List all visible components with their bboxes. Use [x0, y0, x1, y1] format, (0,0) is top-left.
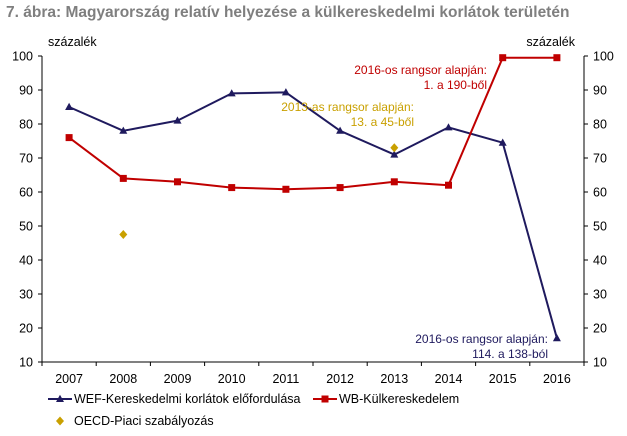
- annotation-text: 2013-as rangsor alapján:: [281, 100, 414, 114]
- y-axis-label-left: százalék: [48, 35, 97, 49]
- x-tick-label: 2010: [218, 372, 246, 386]
- y-tick-label-left: 90: [19, 84, 33, 98]
- legend-label: OECD-Piaci szabályozás: [74, 414, 214, 428]
- data-point-square: [553, 54, 561, 62]
- data-point-triangle: [281, 88, 290, 96]
- chart-title: 7. ábra: Magyarország relatív helyezése …: [6, 4, 570, 21]
- y-tick-label-right: 70: [593, 152, 607, 166]
- data-point-triangle: [119, 126, 128, 134]
- x-tick-label: 2013: [380, 372, 408, 386]
- y-tick-label-right: 50: [593, 220, 607, 234]
- y-tick-label-left: 40: [19, 254, 33, 268]
- y-tick-label-right: 80: [593, 118, 607, 132]
- y-tick-label-right: 10: [593, 356, 607, 370]
- x-tick-label: 2011: [272, 372, 299, 386]
- data-point-square: [119, 174, 127, 182]
- data-point-square: [499, 54, 507, 62]
- legend-label: WB-Külkereskedelem: [339, 392, 459, 406]
- y-tick-label-right: 40: [593, 254, 607, 268]
- data-point-square: [390, 178, 398, 186]
- x-tick-label: 2008: [109, 372, 137, 386]
- series-line-1: [68, 91, 558, 339]
- data-point-diamond: [390, 143, 399, 153]
- y-tick-label-left: 80: [19, 118, 33, 132]
- data-point-triangle: [336, 126, 345, 134]
- y-tick-label-left: 100: [12, 50, 33, 64]
- y-tick-label-left: 50: [19, 220, 33, 234]
- legend-marker-triangle: [56, 394, 64, 402]
- annotation-text: 1. a 190-ből: [424, 78, 487, 92]
- y-tick-label-right: 60: [593, 186, 607, 200]
- x-tick-label: 2014: [435, 372, 463, 386]
- data-point-square: [174, 178, 181, 186]
- legend-marker-square: [321, 395, 329, 403]
- x-tick-label: 2007: [55, 372, 83, 386]
- axes: 10 10 20 20 30 30 40 40 50 50 60 60 70 70 80 80 90 90 100 1…: [12, 35, 614, 386]
- data-point-square: [445, 181, 452, 189]
- annotation-text: 13. a 45-ből: [351, 115, 414, 129]
- legend: WEF-Kereskedelmi korlátok előfordulása WB…: [48, 392, 459, 428]
- y-tick-label-left: 10: [19, 356, 33, 370]
- y-tick-label-left: 30: [19, 288, 33, 302]
- data-point-square: [282, 185, 290, 193]
- x-tick-label: 2012: [326, 372, 354, 386]
- data-point-diamond: [119, 230, 128, 239]
- y-tick-label-right: 90: [593, 84, 607, 98]
- data-point-triangle: [444, 123, 453, 131]
- legend-label: WEF-Kereskedelmi korlátok előfordulása: [74, 392, 301, 406]
- data-point-triangle: [65, 102, 74, 110]
- series-lines: [68, 56, 558, 339]
- legend-marker-diamond: [56, 416, 64, 426]
- annotations: 2016-os rangsor alapján:1. a 190-ből2013…: [281, 63, 548, 361]
- annotation-text: 114. a 138-ból: [472, 347, 548, 361]
- y-tick-label-right: 20: [593, 322, 607, 336]
- data-point-triangle: [227, 89, 236, 97]
- y-tick-label-left: 60: [19, 186, 33, 200]
- data-point-triangle: [552, 334, 561, 342]
- x-tick-label: 2015: [489, 372, 517, 386]
- data-point-square: [336, 184, 344, 192]
- annotation-text: 2016-os rangsor alapján:: [354, 63, 487, 77]
- data-point-triangle: [498, 138, 507, 146]
- data-point-square: [228, 184, 236, 192]
- series-line-2: [68, 56, 557, 191]
- x-tick-label: 2016: [543, 372, 571, 386]
- y-tick-label-right: 30: [593, 288, 607, 302]
- y-tick-label-right: 100: [593, 50, 614, 64]
- y-tick-label-left: 70: [19, 152, 33, 166]
- series-markers: [65, 54, 561, 342]
- data-point-square: [65, 134, 73, 142]
- x-tick-label: 2009: [164, 372, 192, 386]
- y-axis-label-right: százalék: [526, 35, 575, 49]
- data-point-triangle: [173, 116, 182, 124]
- y-tick-label-left: 20: [19, 322, 33, 336]
- annotation-text: 2016-os rangsor alapján:: [415, 332, 548, 346]
- data-point-triangle: [390, 150, 399, 158]
